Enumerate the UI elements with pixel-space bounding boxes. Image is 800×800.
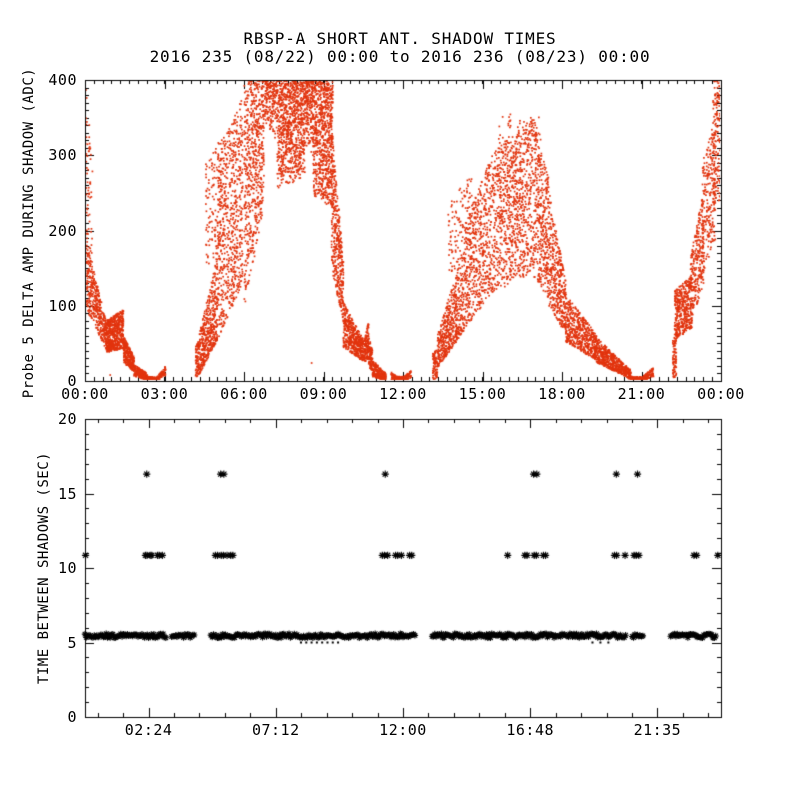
chart-subtitle: 2016 235 (08/22) 00:00 to 2016 236 (08/2… (149, 47, 651, 66)
bottom-panel-x-tick-label: 16:48 (506, 721, 555, 739)
top-panel-x-tick-label: 18:00 (538, 385, 586, 403)
top-panel-y-tick-label: 100 (48, 296, 77, 315)
top-panel-y-tick-label: 300 (48, 146, 77, 165)
top-panel-x-tick-label: 12:00 (379, 385, 427, 403)
bottom-panel-y-tick-label: 10 (57, 559, 77, 577)
top-panel-x-tick-label: 00:00 (61, 385, 109, 403)
bottom-panel-y-tick-label: 20 (57, 410, 77, 428)
chart-title: RBSP-A SHORT ANT. SHADOW TIMES (243, 29, 557, 48)
top-panel-y-tick-label: 400 (48, 71, 77, 89)
bottom-panel-y-tick-label: 0 (67, 708, 77, 726)
top-panel-x-tick-label: 03:00 (140, 385, 189, 403)
top-panel-x-tick-label: 06:00 (220, 385, 268, 403)
bottom-panel-x-tick-label: 12:00 (379, 721, 427, 739)
top-panel-x-tick-label: 15:00 (458, 385, 507, 403)
top-panel-x-tick-label: 09:00 (299, 385, 348, 403)
bottom-panel-x-tick-label: 07:12 (251, 721, 300, 739)
top-panel-x-tick-label: 21:00 (617, 385, 666, 403)
bottom-panel-y-tick-label: 5 (67, 633, 77, 652)
top-panel-x-tick-label: 00:00 (697, 385, 745, 403)
bottom-panel-x-tick-label: 02:24 (124, 721, 173, 739)
top-panel-y-tick-label: 200 (48, 221, 77, 240)
top-panel-y-tick-label: 0 (67, 372, 77, 390)
bottom-panel-x-tick-label: 21:35 (633, 721, 682, 739)
bottom-panel-y-tick-label: 15 (57, 484, 77, 503)
